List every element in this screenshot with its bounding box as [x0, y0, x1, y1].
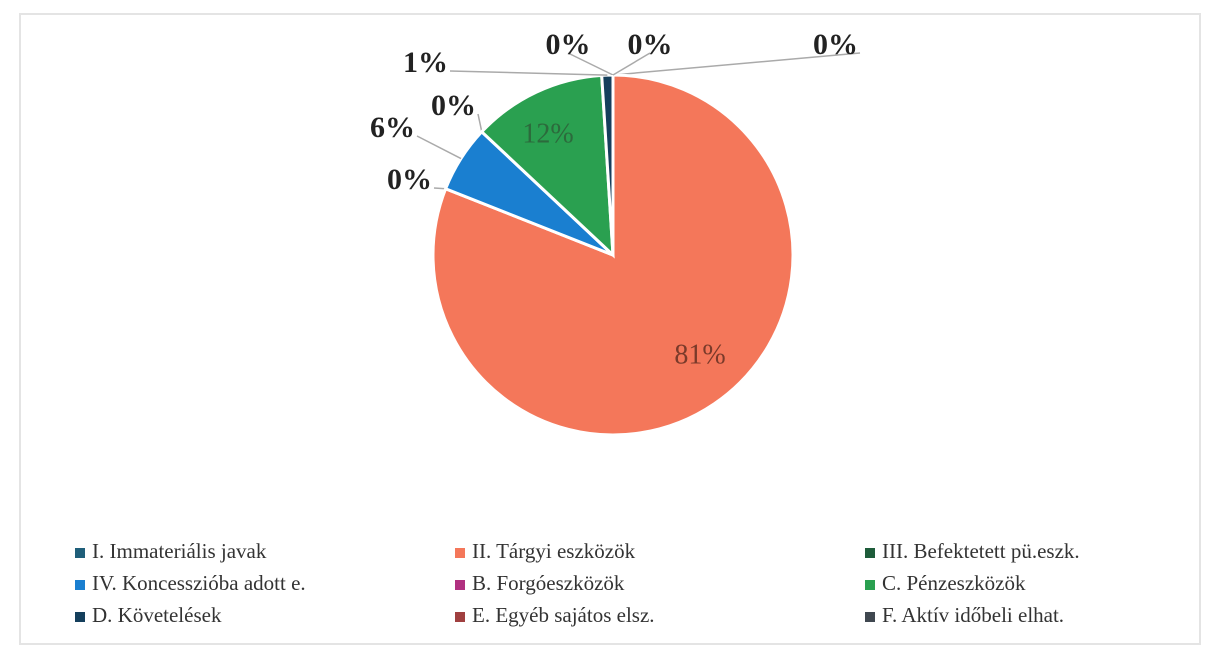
leader-line: [612, 52, 861, 76]
legend-swatch: [455, 580, 465, 590]
legend-label: D. Követelések: [92, 603, 222, 627]
leader-line: [416, 135, 462, 160]
data-label: 81%: [674, 339, 725, 370]
pie-slice: [431, 73, 795, 437]
data-label: 0%: [813, 28, 858, 61]
legend-label: F. Aktív időbeli elhat.: [882, 603, 1064, 627]
chart-frame: [19, 13, 1201, 645]
legend-swatch: [455, 612, 465, 622]
legend-swatch: [455, 548, 465, 558]
data-label: 12%: [522, 118, 573, 149]
legend-label: E. Egyéb sajátos elsz.: [472, 603, 655, 627]
data-label: 0%: [387, 163, 432, 196]
legend-label: B. Forgóeszközök: [472, 571, 625, 595]
leader-line: [567, 52, 614, 76]
legend-label: II. Tárgyi eszközök: [472, 539, 636, 563]
pie-slice: [479, 73, 615, 259]
data-label: 0%: [431, 89, 476, 122]
data-label: 0%: [546, 28, 591, 61]
legend-swatch: [75, 548, 85, 558]
legend-label: I. Immateriális javak: [92, 539, 267, 563]
legend-swatch: [75, 580, 85, 590]
leader-line: [449, 70, 608, 76]
data-label: 1%: [403, 46, 448, 79]
data-label: 6%: [370, 111, 415, 144]
data-label: 0%: [628, 28, 673, 61]
legend-swatch: [865, 548, 875, 558]
legend-label: III. Befektetett pü.eszk.: [882, 539, 1080, 563]
legend-swatch: [865, 580, 875, 590]
leader-line: [612, 52, 651, 76]
legend-swatch: [75, 612, 85, 622]
legend-label: IV. Koncesszióba adott e.: [92, 571, 306, 595]
legend-label: C. Pénzeszközök: [882, 571, 1026, 595]
legend-swatch: [865, 612, 875, 622]
leader-line: [433, 187, 446, 190]
leader-line: [477, 113, 483, 132]
